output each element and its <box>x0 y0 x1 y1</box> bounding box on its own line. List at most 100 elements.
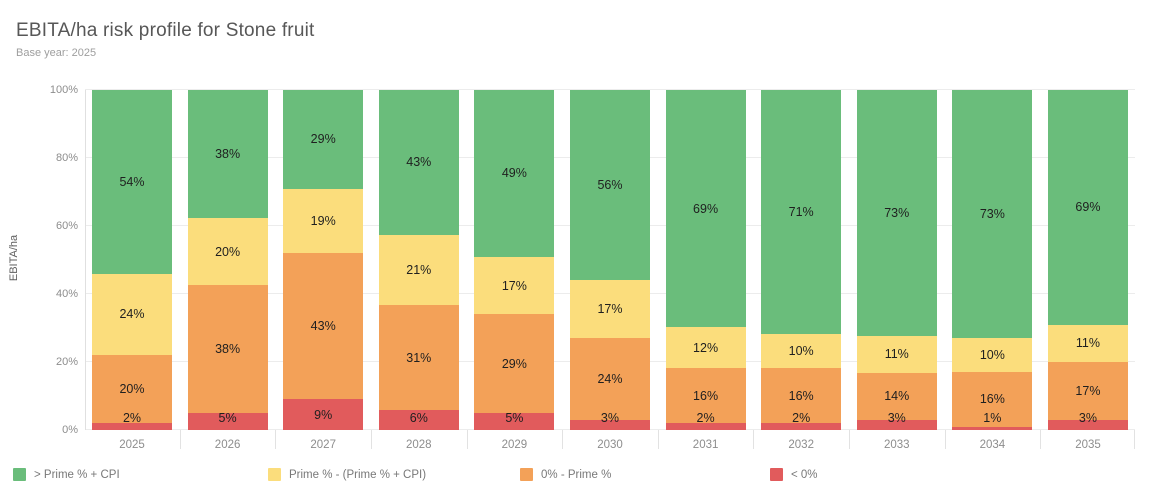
legend-label: > Prime % + CPI <box>34 468 120 481</box>
bar-segment[interactable] <box>665 423 746 430</box>
bar-segment[interactable] <box>92 90 172 274</box>
legend-swatch-icon <box>770 468 783 481</box>
bar-segment[interactable] <box>761 90 842 334</box>
x-axis-label: 2027 <box>310 439 336 451</box>
bar-segment[interactable] <box>665 90 746 327</box>
y-tick-label: 60% <box>55 220 78 232</box>
legend-swatch-icon <box>520 468 533 481</box>
bar-segment[interactable] <box>856 372 937 420</box>
segment-label: 3% <box>887 411 906 425</box>
segment-label: 17% <box>1075 383 1101 398</box>
bar-segment[interactable] <box>761 423 842 430</box>
legend-item[interactable]: > Prime % + CPI <box>13 468 120 481</box>
bar-segment[interactable] <box>474 314 555 413</box>
legend: > Prime % + CPI Prime % - (Prime % + CPI)… <box>0 468 1150 490</box>
bar-segment[interactable] <box>283 399 364 430</box>
segment-label: 73% <box>884 205 910 220</box>
bar-segment[interactable] <box>569 419 650 430</box>
segment-label: 69% <box>693 201 719 216</box>
bar-segment[interactable] <box>187 285 268 414</box>
x-axis-label: 2026 <box>214 439 241 451</box>
segment-label: 43% <box>406 155 432 170</box>
bar-segment[interactable] <box>856 90 937 336</box>
segment-label: 6% <box>409 411 428 425</box>
segment-label: 17% <box>597 302 623 317</box>
bar-segment[interactable] <box>856 335 937 373</box>
bar-segment[interactable] <box>569 338 650 420</box>
x-axis-label: 2029 <box>501 439 528 451</box>
legend-item[interactable]: < 0% <box>770 468 818 481</box>
segment-label: 12% <box>693 340 719 355</box>
bar-segment[interactable] <box>856 419 937 430</box>
segment-label: 5% <box>505 411 524 425</box>
bar-segment[interactable] <box>378 305 459 410</box>
x-axis-label: 2033 <box>884 439 910 451</box>
chart-title: EBITA/ha risk profile for Stone fruit <box>16 20 315 41</box>
y-tick-label: 20% <box>55 356 78 368</box>
segment-label: 16% <box>979 392 1005 407</box>
segment-label: 17% <box>501 278 527 293</box>
bar-segment[interactable] <box>952 372 1033 427</box>
category-tick <box>1040 430 1042 449</box>
bar-segment[interactable] <box>187 413 268 430</box>
bar-segment[interactable] <box>569 90 650 281</box>
bar-segment[interactable] <box>283 90 364 189</box>
bar-segment[interactable] <box>1047 419 1128 430</box>
category-tick <box>179 430 181 449</box>
segment-label: 38% <box>215 146 241 161</box>
bar-segment[interactable] <box>665 327 746 369</box>
x-axis-label: 2031 <box>692 439 719 451</box>
bar-segment[interactable] <box>92 273 172 356</box>
bar-segment[interactable] <box>952 90 1033 339</box>
segment-label: 2% <box>122 411 142 425</box>
bar-segment[interactable] <box>283 188 364 254</box>
segment-label: 10% <box>788 344 814 359</box>
bar-segment[interactable] <box>952 426 1033 430</box>
category-tick <box>466 430 468 449</box>
bar-segment[interactable] <box>569 280 650 339</box>
bar-segment[interactable] <box>761 368 842 424</box>
category-tick <box>371 430 372 449</box>
bar-segment[interactable] <box>1047 324 1128 363</box>
segment-label: 3% <box>600 411 620 425</box>
legend-label: < 0% <box>791 468 818 481</box>
bar-segment[interactable] <box>474 90 555 257</box>
segment-label: 56% <box>597 178 623 193</box>
bar-segment[interactable] <box>1047 362 1128 420</box>
bar-segment[interactable] <box>92 423 172 430</box>
legend-item[interactable]: Prime % - (Prime % + CPI) <box>268 468 426 481</box>
y-tick-label: 0% <box>62 424 78 436</box>
bar-segment[interactable] <box>283 253 364 400</box>
legend-item[interactable]: 0% - Prime % <box>520 468 611 481</box>
bar-segment[interactable] <box>1047 90 1128 325</box>
bar-series-area: 2% 20% 24% 54% 5% 38% 20% 38% 9% 43% 19% 29% 6% 31% 21… <box>85 90 1135 430</box>
segment-label: 69% <box>1075 200 1101 215</box>
segment-label: 11% <box>1075 336 1100 351</box>
bar-segment[interactable] <box>952 338 1033 373</box>
bar-segment[interactable] <box>474 413 555 430</box>
bar-segment[interactable] <box>92 355 172 424</box>
segment-label: 31% <box>406 350 432 365</box>
x-axis-label: 2025 <box>119 439 145 451</box>
segment-label: 9% <box>314 407 333 422</box>
bar-segment[interactable] <box>761 333 842 369</box>
bar-segment[interactable] <box>187 90 268 218</box>
y-axis-line <box>85 90 86 430</box>
bar-segment[interactable] <box>187 217 268 286</box>
segment-label: 10% <box>979 348 1005 363</box>
bar-segment[interactable] <box>378 90 459 235</box>
bar-segment[interactable] <box>378 409 459 430</box>
bar-segment[interactable] <box>474 256 555 315</box>
segment-label: 24% <box>119 307 145 322</box>
segment-label: 5% <box>218 411 237 425</box>
segment-label: 20% <box>215 244 241 259</box>
segment-label: 29% <box>501 356 527 371</box>
legend-swatch-icon <box>13 468 26 481</box>
y-tick-label: 40% <box>55 288 78 300</box>
bar-column: 5% 38% 20% 38% <box>187 90 268 430</box>
bar-segment[interactable] <box>665 368 746 424</box>
bar-segment[interactable] <box>378 234 459 306</box>
segment-label: 49% <box>501 166 527 181</box>
bar-column: 9% 43% 19% 29% <box>283 90 364 430</box>
category-tick <box>1134 430 1135 449</box>
